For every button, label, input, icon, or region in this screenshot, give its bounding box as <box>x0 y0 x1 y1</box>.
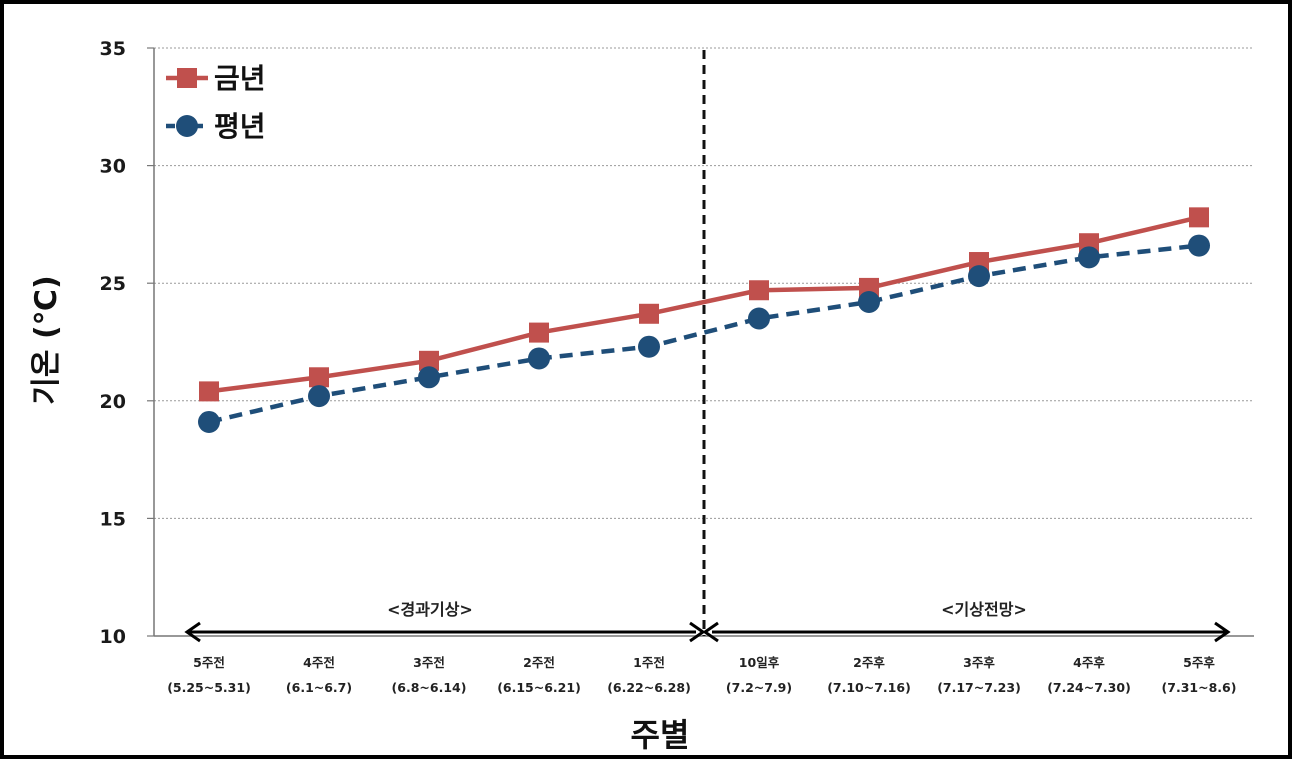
x-axis-title: 주별 <box>631 716 690 754</box>
series-2 <box>198 234 1210 433</box>
series-line <box>208 243 1200 425</box>
data-point <box>309 367 329 388</box>
legend-item: 평년 <box>166 110 266 143</box>
data-point <box>529 322 549 343</box>
legend-item: 금년 <box>166 62 266 95</box>
x-tick-label: 4주후 <box>1073 655 1105 670</box>
y-tick-label: 10 <box>100 626 126 648</box>
past-period-label: <경과기상> <box>387 600 473 619</box>
x-tick-label: 1주전 <box>633 655 665 670</box>
legend-marker <box>177 68 197 88</box>
x-tick-range-label: (6.8~6.14) <box>392 680 467 695</box>
y-tick-label: 20 <box>100 391 126 413</box>
y-tick-label: 15 <box>100 508 126 530</box>
y-tick-label: 25 <box>100 273 126 295</box>
x-tick-label: 10일후 <box>739 655 780 670</box>
x-tick-range-label: (7.31~8.6) <box>1162 680 1237 695</box>
y-tick-label: 30 <box>100 156 126 178</box>
y-tick-label: 35 <box>100 38 126 60</box>
x-tick-label: 2주전 <box>523 655 555 670</box>
data-point <box>1078 246 1100 269</box>
x-tick-range-label: (7.10~7.16) <box>827 680 911 695</box>
x-tick-range-label: (7.17~7.23) <box>937 680 1021 695</box>
forecast-arrow-right-head <box>1214 621 1231 643</box>
series-line <box>208 215 1200 394</box>
forecast-period-label: <기상전망> <box>941 600 1027 619</box>
x-tick-label: 4주전 <box>303 655 335 670</box>
x-tick-range-label: (7.2~7.9) <box>726 680 792 695</box>
x-tick-range-label: (6.15~6.21) <box>497 680 581 695</box>
forecast-arrow-left-head <box>702 621 719 643</box>
x-tick-range-label: (7.24~7.30) <box>1047 680 1131 695</box>
x-tick-labels: 5주전 (5.25~5.31) 4주전 (6.1~6.7) 3주전 (6.8~6.14) 2… <box>167 655 1236 695</box>
data-point <box>198 410 220 433</box>
data-point <box>968 265 990 288</box>
data-point <box>419 350 439 371</box>
data-point <box>639 303 659 324</box>
series <box>198 207 1210 433</box>
x-tick-range-label: (5.25~5.31) <box>167 680 251 695</box>
x-tick-label: 2주후 <box>853 655 885 670</box>
data-point <box>1188 234 1210 257</box>
data-point <box>638 335 660 358</box>
period-annotations: <경과기상> <기상전망> <box>387 600 1027 619</box>
y-axis-title: 기온 (℃) <box>29 275 64 404</box>
data-point <box>749 280 769 301</box>
x-tick-label: 3주후 <box>963 655 995 670</box>
legend-label: 금년 <box>214 62 266 95</box>
data-point <box>858 291 880 314</box>
data-point <box>199 381 219 402</box>
data-point <box>748 307 770 330</box>
x-tick-range-label: (6.1~6.7) <box>286 680 352 695</box>
x-tick-label: 3주전 <box>413 655 445 670</box>
data-point <box>418 366 440 389</box>
line-chart: 10 15 20 25 30 35 5주전 (5.25~5.31) 4주전 (6.1~6.7) 3… <box>29 38 1254 754</box>
x-tick-range-label: (6.22~6.28) <box>607 680 691 695</box>
data-point <box>1189 207 1209 228</box>
legend-label: 평년 <box>214 110 266 143</box>
x-tick-label: 5주전 <box>193 655 225 670</box>
data-point <box>308 385 330 408</box>
forecast-divider <box>184 50 1231 643</box>
legend-marker <box>176 115 198 137</box>
axes <box>147 47 1254 637</box>
data-point <box>528 347 550 370</box>
x-tick-label: 5주후 <box>1183 655 1215 670</box>
past-arrow-left-head <box>184 621 201 643</box>
y-tick-labels: 10 15 20 25 30 35 <box>100 38 126 648</box>
